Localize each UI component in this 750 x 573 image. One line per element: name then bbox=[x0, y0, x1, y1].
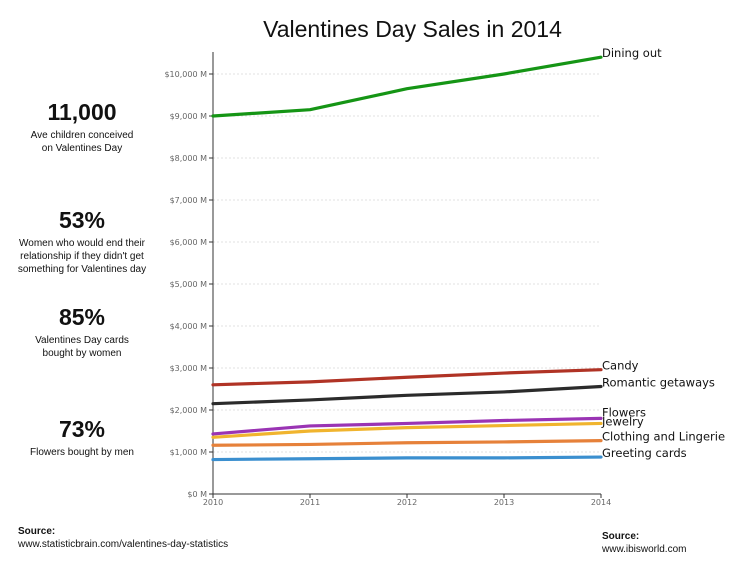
series-label: Flowers bbox=[602, 405, 646, 419]
y-tick-label: $10,000 M bbox=[164, 70, 207, 79]
stat-value: 85% bbox=[58, 304, 106, 330]
y-tick-label: $6,000 M bbox=[170, 238, 208, 247]
x-tick-label: 2010 bbox=[203, 498, 223, 507]
stat-women-relationship: 53% Women who would end their relationsh… bbox=[8, 207, 156, 276]
series-line bbox=[211, 455, 603, 462]
stat-text: Ave children conceived on Valentines Day bbox=[30, 130, 134, 155]
source-left: Source: www.statisticbrain.com/valentine… bbox=[18, 525, 228, 551]
stat-children: 11,000 Ave children conceived on Valenti… bbox=[8, 99, 156, 155]
y-tick-label: $0 M bbox=[187, 490, 207, 499]
y-tick-label: $5,000 M bbox=[170, 280, 208, 289]
x-tick-label: 2011 bbox=[300, 498, 320, 507]
stat-cards-women: 85% Valentines Day cards bought by women bbox=[8, 304, 156, 360]
series-line bbox=[211, 416, 603, 436]
series-label: Candy bbox=[602, 359, 639, 373]
x-tick-label: 2012 bbox=[397, 498, 417, 507]
series-label: Greeting cards bbox=[602, 446, 687, 460]
y-tick-label: $7,000 M bbox=[170, 196, 208, 205]
stat-value: 11,000 bbox=[47, 99, 117, 125]
x-tick-label: 2014 bbox=[591, 498, 611, 507]
stat-flowers-men: 73% Flowers bought by men bbox=[8, 416, 156, 459]
source-label: Source: bbox=[602, 531, 640, 542]
y-tick-label: $8,000 M bbox=[170, 154, 208, 163]
chart-title: Valentines Day Sales in 2014 bbox=[263, 16, 562, 42]
x-tick-label: 2013 bbox=[494, 498, 514, 507]
series-label: Romantic getaways bbox=[602, 375, 715, 389]
stat-value: 53% bbox=[58, 207, 106, 233]
y-tick-label: $2,000 M bbox=[170, 406, 208, 415]
source-label: Source: bbox=[18, 526, 56, 537]
series-label: Jewelry bbox=[601, 414, 644, 428]
y-tick-label: $4,000 M bbox=[170, 322, 208, 331]
series-line bbox=[211, 384, 603, 406]
series-line bbox=[211, 439, 603, 447]
series-line bbox=[211, 55, 603, 118]
stat-text: Flowers bought by men bbox=[30, 447, 134, 459]
series-label: Clothing and Lingerie bbox=[602, 430, 725, 444]
series-line bbox=[211, 368, 603, 387]
y-tick-label: $3,000 M bbox=[170, 364, 208, 373]
series-line bbox=[211, 421, 603, 439]
series-label: Dining out bbox=[602, 46, 662, 60]
stat-text: Women who would end their relationship i… bbox=[17, 238, 147, 276]
y-tick-label: $9,000 M bbox=[170, 112, 208, 121]
stat-text: Valentines Day cards bought by women bbox=[35, 335, 129, 360]
source-url: www.statisticbrain.com/valentines-day-st… bbox=[18, 539, 229, 550]
source-url: www.ibisworld.com bbox=[602, 544, 687, 555]
stat-value: 73% bbox=[58, 416, 106, 442]
source-right: Source: www.ibisworld.com bbox=[602, 530, 686, 556]
y-tick-label: $1,000 M bbox=[170, 448, 208, 457]
